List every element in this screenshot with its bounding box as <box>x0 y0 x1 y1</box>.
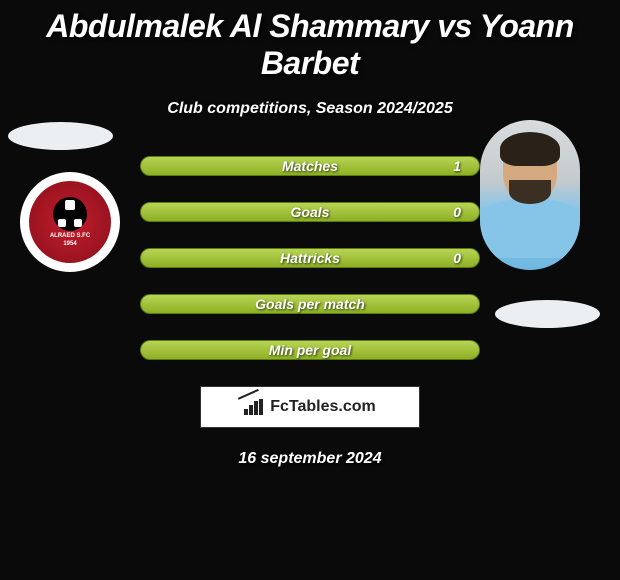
stat-label: Matches <box>282 158 338 174</box>
date-text: 16 september 2024 <box>0 450 620 468</box>
stat-label: Goals <box>291 204 330 220</box>
stat-label: Min per goal <box>269 342 351 358</box>
stat-value: 1 <box>453 158 461 174</box>
stats-area: Matches 1 Goals 0 Hattricks 0 Goals per … <box>0 156 620 360</box>
stat-bar-min-per-goal: Min per goal <box>140 340 480 360</box>
chart-icon <box>244 399 264 415</box>
watermark: FcTables.com <box>200 386 420 428</box>
page-title: Abdulmalek Al Shammary vs Yoann Barbet <box>0 0 620 82</box>
watermark-text: FcTables.com <box>270 398 376 416</box>
stat-bar-goals-per-match: Goals per match <box>140 294 480 314</box>
stat-bars: Matches 1 Goals 0 Hattricks 0 Goals per … <box>140 156 480 360</box>
stat-bar-hattricks: Hattricks 0 <box>140 248 480 268</box>
stat-bar-matches: Matches 1 <box>140 156 480 176</box>
player-left-placeholder <box>8 122 113 150</box>
stat-label: Goals per match <box>255 296 365 312</box>
subtitle: Club competitions, Season 2024/2025 <box>0 100 620 118</box>
stat-value: 0 <box>453 250 461 266</box>
stat-value: 0 <box>453 204 461 220</box>
stat-label: Hattricks <box>280 250 340 266</box>
stat-bar-goals: Goals 0 <box>140 202 480 222</box>
